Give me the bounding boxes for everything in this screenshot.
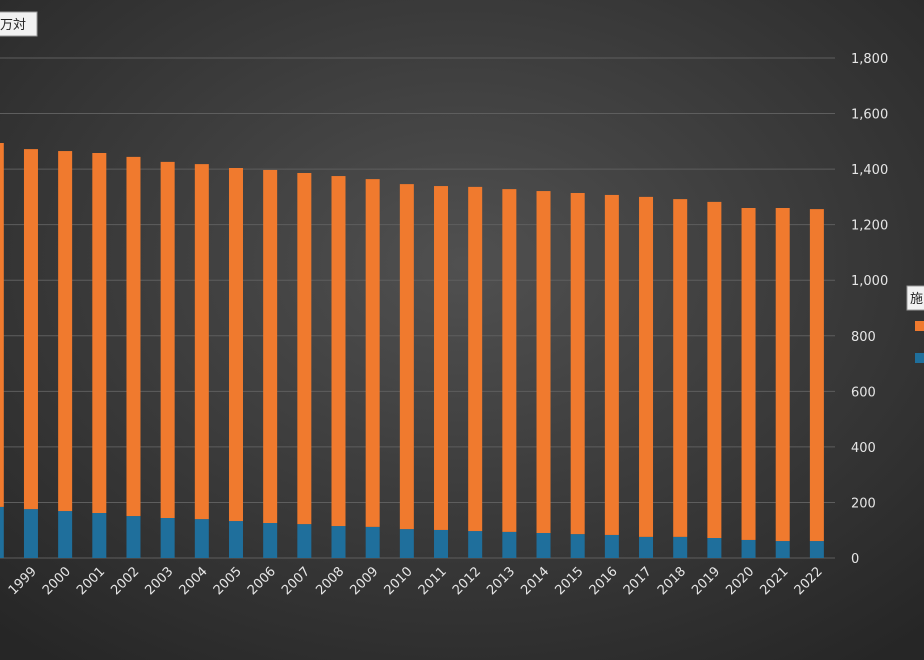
bar-segment — [23, 509, 38, 558]
bar-segment — [263, 523, 278, 558]
bar-segment — [365, 179, 380, 527]
bar-segment — [399, 184, 414, 530]
bar-segment — [0, 143, 4, 507]
y-tick-label: 0 — [851, 552, 859, 567]
bar-segment — [570, 193, 585, 535]
bar-segment — [707, 201, 722, 538]
y-tick-label: 400 — [851, 441, 876, 456]
bar-segment — [399, 529, 414, 558]
legend-swatch — [915, 321, 924, 331]
bar-segment — [297, 524, 312, 558]
bars — [0, 143, 824, 558]
y-tick-label: 1,000 — [851, 274, 888, 289]
bar-segment — [365, 526, 380, 558]
bar-segment — [502, 189, 517, 532]
bar-segment — [502, 531, 517, 558]
bar-segment — [741, 539, 756, 558]
bar-segment — [434, 529, 449, 558]
bar-segment — [775, 541, 790, 558]
bar-segment — [639, 536, 654, 558]
y-tick-label: 800 — [851, 330, 876, 345]
bar-segment — [468, 531, 483, 558]
title-box — [0, 11, 38, 37]
y-tick-label: 1,200 — [851, 219, 888, 234]
y-tick-label: 600 — [851, 385, 876, 400]
bar-segment — [228, 168, 243, 522]
legend-title: 施 — [910, 292, 923, 307]
bar-segment — [673, 199, 688, 537]
bar-segment — [570, 534, 585, 558]
y-tick-label: 1,400 — [851, 163, 888, 178]
bar-segment — [194, 164, 209, 520]
bar-segment — [331, 176, 346, 527]
bar-segment — [775, 208, 790, 542]
bar-segment — [604, 534, 619, 558]
bar-segment — [639, 196, 654, 537]
bar-segment — [58, 151, 73, 512]
bar-segment — [0, 506, 4, 558]
bar-segment — [536, 191, 551, 534]
bar-segment — [194, 519, 209, 558]
bar-segment — [92, 153, 107, 513]
bar-segment — [58, 511, 73, 558]
legend-title-box — [906, 285, 924, 311]
bar-segment — [160, 161, 175, 518]
bar-segment — [23, 149, 38, 510]
y-tick-label: 1,600 — [851, 108, 888, 123]
bar-segment — [331, 526, 346, 558]
bar-segment — [434, 186, 449, 530]
bar-segment — [604, 194, 619, 535]
bar-segment — [126, 516, 141, 558]
bar-segment — [263, 169, 278, 523]
bar-segment — [673, 536, 688, 558]
bar-segment — [707, 538, 722, 558]
y-tick-label: 1,800 — [851, 52, 888, 67]
bar-segment — [160, 518, 175, 558]
bar-segment — [809, 541, 824, 558]
bar-segment — [809, 209, 824, 542]
bar-segment — [92, 513, 107, 558]
bar-segment — [126, 156, 141, 517]
chart-title: 万対 — [0, 18, 26, 33]
bar-segment — [741, 208, 756, 540]
bar-segment — [536, 533, 551, 558]
y-tick-label: 200 — [851, 496, 876, 511]
bar-segment — [468, 186, 483, 532]
bar-segment — [297, 173, 312, 525]
legend-swatch — [915, 353, 924, 363]
bar-segment — [228, 521, 243, 558]
